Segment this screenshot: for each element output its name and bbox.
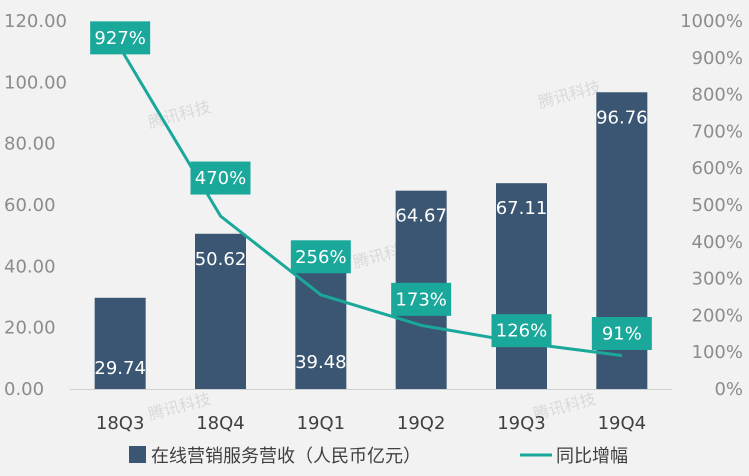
- growth-label-box: [491, 314, 552, 348]
- growth-label: 927%: [94, 28, 145, 49]
- x-tick-label: 19Q2: [397, 413, 446, 434]
- y-right-tick-label: 600%: [692, 158, 743, 179]
- bar-value-label: 96.76: [596, 107, 648, 128]
- y-left-tick-label: 40.00: [4, 256, 56, 277]
- growth-label-box: [90, 21, 151, 55]
- y-right-tick-label: 400%: [692, 232, 743, 253]
- y-left-tick-label: 120.00: [4, 11, 67, 32]
- watermark-text: 腾讯科技: [536, 77, 603, 112]
- y-left-tick-label: 0.00: [4, 379, 44, 400]
- bar-value-label: 50.62: [195, 249, 247, 270]
- bar: [295, 267, 347, 389]
- legend-line-label: 同比增幅: [556, 446, 628, 467]
- bar-value-label: 39.48: [295, 352, 347, 373]
- growth-label-box: [391, 282, 452, 316]
- bar-value-label: 64.67: [395, 206, 447, 227]
- growth-label: 126%: [496, 321, 547, 342]
- bar: [94, 297, 146, 389]
- x-tick-label: 19Q3: [497, 413, 546, 434]
- y-right-tick-label: 800%: [692, 85, 743, 106]
- legend-bar-label: 在线营销服务营收（人民币亿元）: [151, 446, 421, 467]
- bar: [195, 233, 246, 389]
- y-left-tick-label: 100.00: [4, 72, 67, 93]
- y-right-tick-label: 1000%: [680, 11, 743, 32]
- y-right-tick-label: 500%: [692, 195, 743, 216]
- growth-label-box: [190, 161, 251, 195]
- growth-label: 470%: [195, 168, 246, 189]
- bar-value-label: 67.11: [496, 198, 548, 219]
- growth-label: 91%: [602, 324, 642, 345]
- growth-label-box: [591, 317, 652, 351]
- bar: [496, 183, 547, 389]
- y-left-tick-label: 20.00: [4, 318, 56, 339]
- x-tick-label: 19Q4: [598, 413, 647, 434]
- growth-label: 256%: [295, 247, 346, 268]
- y-left-tick-label: 60.00: [4, 195, 56, 216]
- y-right-tick-label: 0%: [714, 379, 743, 400]
- y-right-tick-label: 900%: [692, 48, 743, 69]
- growth-label-box: [290, 240, 351, 274]
- x-tick-label: 18Q3: [96, 413, 145, 434]
- x-tick-label: 19Q1: [297, 413, 346, 434]
- watermark-text: 腾讯科技: [146, 97, 213, 132]
- y-right-tick-label: 300%: [692, 269, 743, 290]
- legend-bar-swatch: [129, 446, 146, 463]
- bar-value-label: 29.74: [94, 358, 146, 379]
- y-right-tick-label: 100%: [692, 342, 743, 363]
- y-right-tick-label: 200%: [692, 305, 743, 326]
- growth-label: 173%: [395, 289, 446, 310]
- y-left-tick-label: 80.00: [4, 134, 56, 155]
- y-right-tick-label: 700%: [692, 121, 743, 142]
- x-tick-label: 18Q4: [196, 413, 245, 434]
